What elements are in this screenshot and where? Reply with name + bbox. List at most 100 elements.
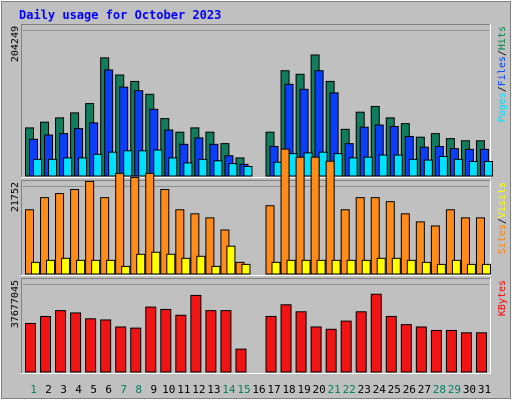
bar-pages-day-5 [93, 153, 103, 177]
bar-pages-day-4 [78, 157, 88, 177]
x-tick-label-31: 31 [478, 383, 491, 396]
bar-visits-day-25 [385, 201, 395, 275]
x-tick-label-25: 25 [388, 383, 401, 396]
bar-kbytes-day-17 [265, 315, 277, 373]
legend-entry: Files [497, 56, 508, 86]
x-tick-label-9: 9 [150, 383, 157, 396]
x-tick-label-24: 24 [373, 383, 387, 396]
panel-top: 204249 Pages/Files/Hits [10, 24, 508, 178]
bar-kbytes-day-19 [295, 311, 307, 373]
bar-kbytes-day-27 [415, 326, 427, 373]
x-tick-label-19: 19 [297, 383, 310, 396]
x-tick-label-22: 22 [343, 383, 356, 396]
x-tick-label-5: 5 [90, 383, 97, 396]
bar-sites-day-1 [31, 261, 40, 275]
bar-sites-day-26 [406, 259, 416, 275]
bar-kbytes-day-4 [70, 312, 82, 373]
bar-visits-day-6 [100, 197, 110, 275]
bar-visits-day-8 [130, 176, 140, 275]
x-tick-label-26: 26 [403, 383, 416, 396]
bar-visits-day-3 [55, 193, 65, 275]
bar-pages-day-22 [348, 157, 358, 177]
x-tick-label-21: 21 [328, 383, 341, 396]
bar-pages-day-10 [168, 157, 178, 177]
bar-sites-day-22 [346, 259, 356, 275]
bar-pages-day-27 [423, 159, 433, 177]
bar-sites-day-4 [76, 259, 86, 275]
series-visits [25, 148, 485, 275]
bar-kbytes-day-11 [175, 314, 187, 373]
bar-kbytes-day-31 [475, 332, 487, 373]
x-tick-label-29: 29 [448, 383, 461, 396]
bar-pages-day-25 [393, 154, 403, 177]
bar-visits-day-10 [160, 189, 170, 275]
bar-sites-day-27 [421, 261, 431, 275]
bar-pages-day-11 [183, 162, 193, 177]
x-tick-label-13: 13 [207, 383, 220, 396]
bar-pages-day-1 [33, 158, 42, 177]
bar-pages-day-28 [438, 155, 448, 177]
bar-sites-day-3 [61, 257, 71, 275]
panels-group: 204249Pages/Files/Hits21752Sites/Visits3… [10, 24, 508, 374]
bar-visits-day-24 [370, 197, 380, 275]
x-axis: 1 2 3 4 5 6 7 8 9 10 11 12 13 14 15 16 17 18 19 20 21 22 23 24 2… [30, 383, 491, 396]
x-tick-label-2: 2 [45, 383, 52, 396]
legend-middle: Sites/Visits [497, 182, 508, 254]
max-value-label: 204249 [10, 26, 21, 62]
bar-kbytes-day-25 [385, 315, 397, 373]
bar-kbytes-day-2 [40, 315, 52, 373]
bar-sites-day-19 [301, 259, 311, 275]
bar-kbytes-day-18 [280, 304, 292, 373]
bar-kbytes-day-21 [325, 328, 337, 373]
max-value-label: 21752 [10, 182, 21, 212]
bar-visits-day-18 [280, 148, 290, 275]
bar-kbytes-day-26 [400, 324, 412, 373]
x-tick-label-3: 3 [60, 383, 67, 396]
bar-pages-day-3 [63, 157, 73, 177]
bar-visits-day-19 [295, 156, 305, 275]
panel-bottom: 37677045 KBytes [10, 278, 508, 374]
x-tick-label-30: 30 [463, 383, 476, 396]
bar-kbytes-day-3 [55, 310, 67, 373]
bar-visits-day-28 [430, 225, 440, 275]
bar-pages-day-29 [453, 158, 463, 177]
legend-entry: Visits [497, 182, 508, 218]
bar-pages-day-6 [108, 151, 118, 177]
bar-pages-day-23 [363, 156, 373, 177]
legend-entry: Sites [497, 224, 508, 254]
x-tick-label-20: 20 [313, 383, 326, 396]
bar-kbytes-day-15 [235, 348, 247, 373]
bar-visits-day-1 [25, 209, 34, 275]
bar-pages-day-15 [243, 165, 253, 177]
series-kbytes [25, 293, 487, 373]
x-tick-label-15: 15 [237, 383, 250, 396]
bar-visits-day-29 [445, 209, 455, 275]
bar-kbytes-day-12 [190, 294, 202, 373]
bar-sites-day-7 [121, 265, 131, 275]
x-tick-label-14: 14 [222, 383, 236, 396]
x-tick-label-4: 4 [75, 383, 82, 396]
bar-visits-day-7 [115, 172, 125, 275]
x-tick-label-11: 11 [177, 383, 190, 396]
bar-pages-day-7 [123, 150, 133, 177]
bar-kbytes-day-24 [370, 293, 382, 373]
bar-visits-day-27 [415, 221, 425, 275]
bar-kbytes-day-22 [340, 320, 352, 373]
bar-kbytes-day-20 [310, 326, 322, 373]
bar-kbytes-day-10 [160, 308, 172, 373]
bar-sites-day-18 [286, 259, 296, 275]
panel-background [21, 278, 491, 374]
bar-kbytes-day-5 [85, 318, 97, 373]
bar-sites-day-11 [181, 257, 191, 275]
bar-kbytes-day-28 [430, 329, 442, 373]
bar-visits-day-13 [205, 217, 215, 275]
max-value-label: 37677045 [10, 280, 21, 328]
bar-visits-day-26 [400, 213, 410, 275]
bar-visits-day-9 [145, 172, 155, 275]
legend-top: Pages/Files/Hits [497, 26, 508, 122]
bar-visits-day-4 [70, 189, 80, 275]
bar-pages-day-31 [483, 160, 493, 177]
bar-sites-day-20 [316, 259, 326, 275]
legend-separator: / [497, 50, 508, 56]
